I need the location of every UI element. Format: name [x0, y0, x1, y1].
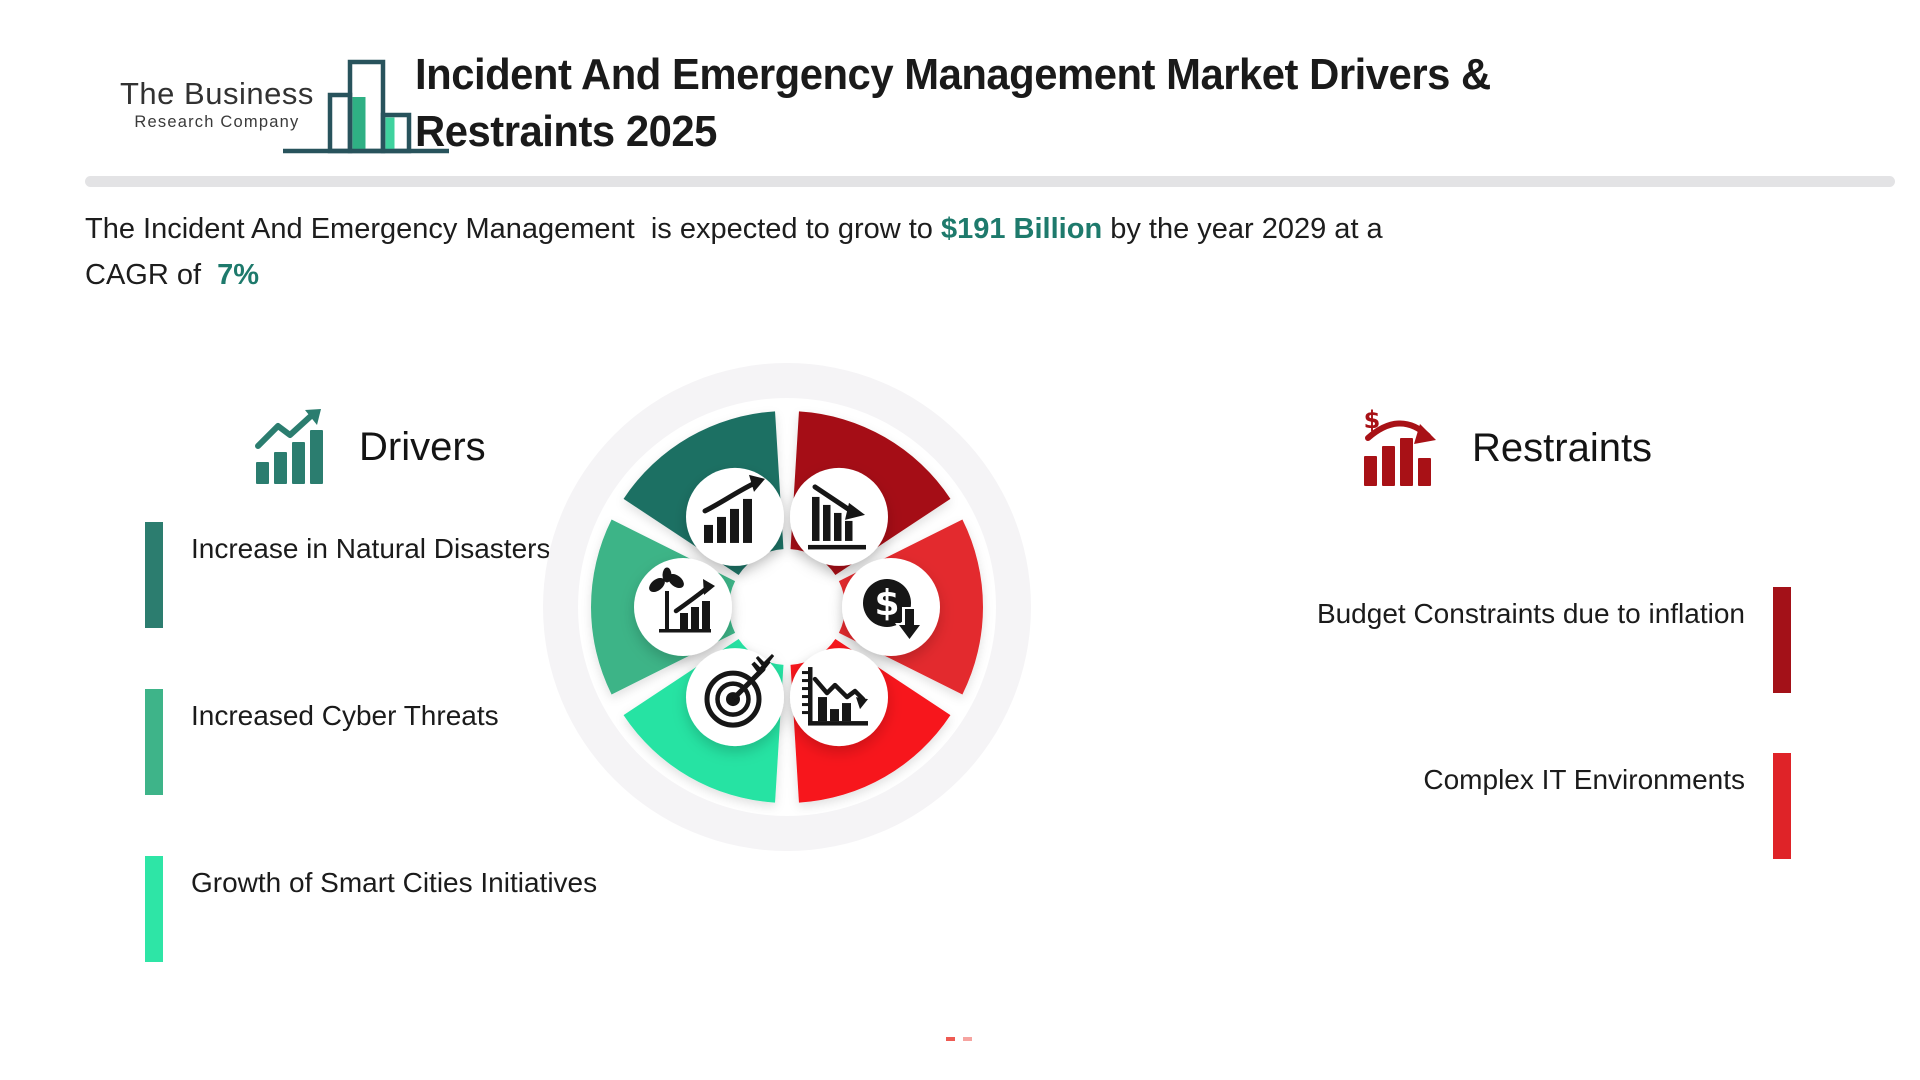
driver-accent-bar	[145, 522, 163, 628]
driver-label: Growth of Smart Cities Initiatives	[191, 867, 598, 898]
wheel-icon-circles	[634, 467, 940, 747]
restraint-accent-bar	[1773, 587, 1791, 693]
page-title-line1: Incident And Emergency Management Market…	[415, 50, 1491, 99]
restraint-item: Complex IT Environments	[1100, 753, 1791, 859]
summary-text-line2: CAGR of	[85, 259, 218, 291]
driver-label: Increase in Natural Disasters	[191, 533, 551, 564]
market-value-highlight: $191 Billion	[940, 213, 1103, 245]
svg-text:$: $	[1364, 408, 1381, 434]
logo-text: The Business Research Company	[120, 76, 314, 132]
driver-accent-bar	[145, 856, 163, 962]
page-title-line2: Restraints 2025	[415, 107, 717, 156]
restraints-list: Budget Constraints due to inflation Comp…	[1100, 587, 1791, 859]
cropped-artifact-dashes	[946, 1037, 972, 1041]
restraint-label: Budget Constraints due to inflation	[1316, 598, 1745, 629]
driver-accent-bar	[145, 689, 163, 795]
cagr-highlight: 7%	[217, 259, 260, 291]
page-title: Incident And Emergency Management Market…	[415, 46, 1491, 160]
driver-item: Increased Cyber Threats	[145, 689, 765, 795]
restraint-accent-bar	[1773, 753, 1791, 859]
logo-name: The Business	[120, 76, 314, 111]
drivers-restraints-wheel: $	[542, 362, 1032, 852]
header-divider	[85, 176, 1895, 187]
driver-label: Increased Cyber Threats	[191, 700, 499, 731]
restraints-decline-icon: $	[1364, 408, 1436, 486]
driver-item: Growth of Smart Cities Initiatives	[145, 856, 765, 962]
drivers-growth-icon	[255, 409, 323, 484]
driver-item: Increase in Natural Disasters	[145, 522, 765, 628]
restraint-label: Complex IT Environments	[1423, 764, 1745, 795]
logo-bar-chart-icon	[283, 59, 449, 154]
company-logo: The Business Research Company	[108, 40, 458, 160]
restraint-item: Budget Constraints due to inflation	[1100, 587, 1791, 693]
summary-text-before: The Incident And Emergency Management is…	[85, 213, 941, 245]
logo-subname: Research Company	[134, 113, 300, 131]
growth-summary: The Incident And Emergency Management is…	[85, 206, 1505, 298]
restraints-header: $ Restraints	[1360, 408, 1652, 488]
drivers-label: Drivers	[359, 424, 486, 469]
drivers-header: Drivers	[253, 408, 486, 486]
drivers-list: Increase in Natural Disasters Increased …	[145, 522, 765, 962]
restraints-label: Restraints	[1472, 425, 1653, 470]
summary-text-after: by the year 2029 at a	[1102, 213, 1383, 245]
